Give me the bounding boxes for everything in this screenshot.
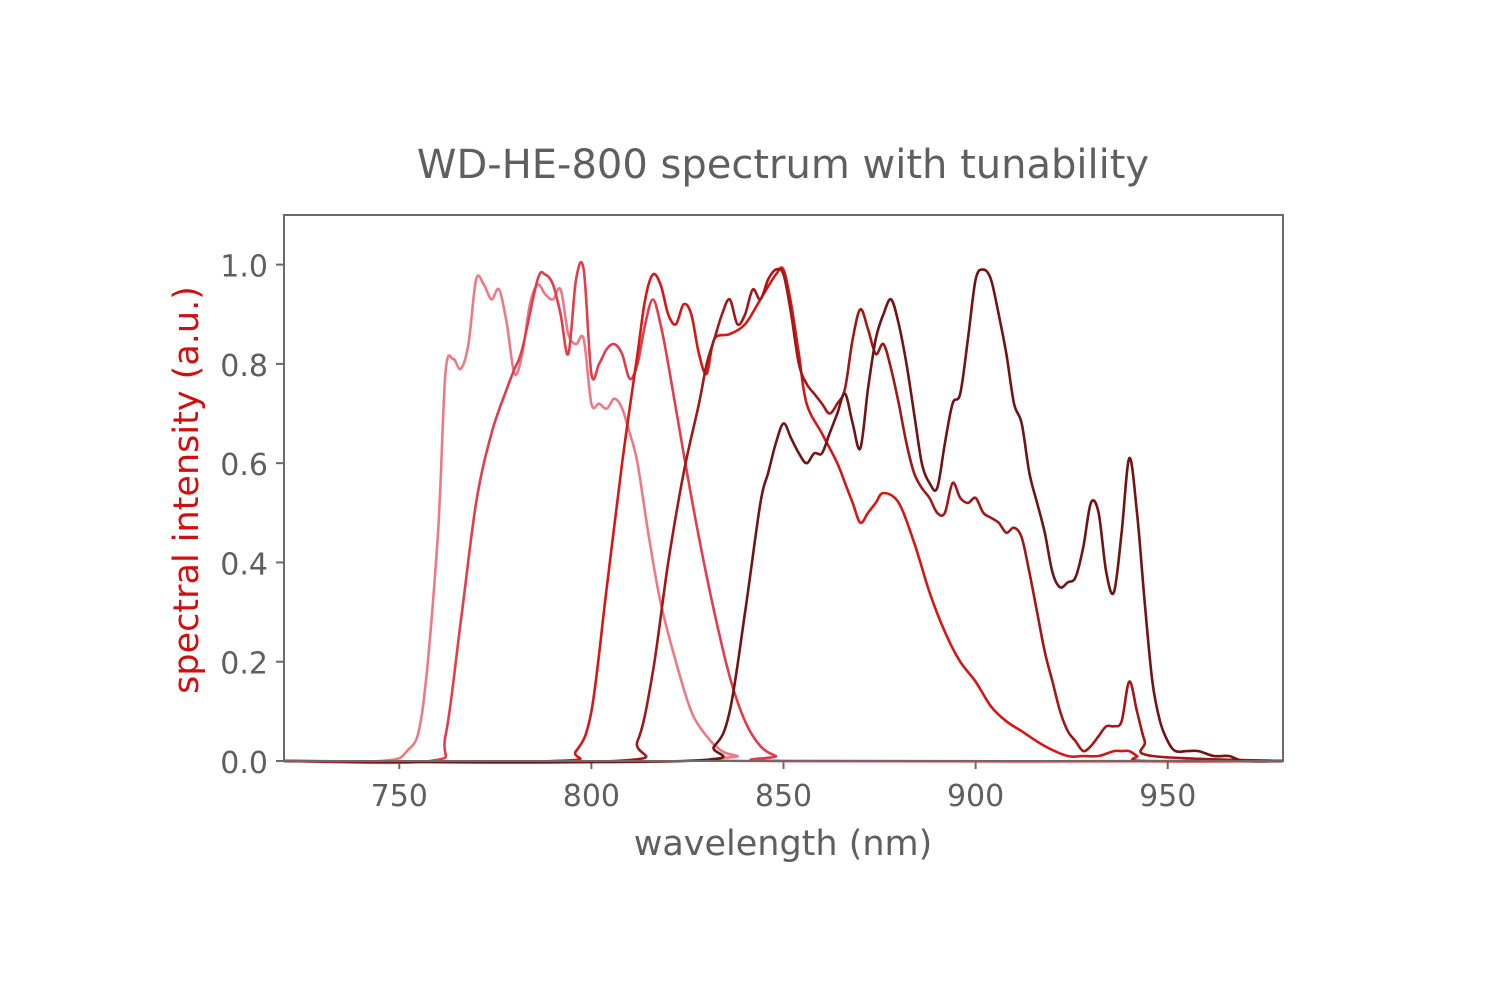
x-tick-label: 750 bbox=[371, 779, 428, 814]
plot-frame bbox=[283, 214, 1284, 762]
x-tick-label: 950 bbox=[1139, 779, 1196, 814]
chart-title: WD-HE-800 spectrum with tunability bbox=[417, 142, 1149, 188]
x-axis-label: wavelength (nm) bbox=[634, 824, 933, 864]
y-tick-label: 0.2 bbox=[220, 647, 268, 682]
x-tick-label: 900 bbox=[947, 779, 1004, 814]
y-tick-label: 0.8 bbox=[220, 349, 268, 384]
series-line-3 bbox=[283, 266, 1284, 764]
series-line-1 bbox=[283, 274, 1284, 764]
x-axis-ticks: 750 800 850 900 950 bbox=[371, 761, 1196, 814]
y-axis-label: spectral intensity (a.u.) bbox=[167, 286, 207, 694]
series-line-5 bbox=[283, 268, 1284, 764]
y-tick-label: 0.4 bbox=[220, 547, 268, 582]
y-axis-ticks: 0.0 0.2 0.4 0.6 0.8 1.0 bbox=[220, 250, 284, 781]
series-lines bbox=[283, 260, 1284, 765]
series-line-4 bbox=[283, 267, 1284, 764]
y-tick-label: 0.6 bbox=[220, 448, 268, 483]
y-tick-label: 0.0 bbox=[220, 746, 268, 781]
y-tick-label: 1.0 bbox=[220, 250, 268, 285]
x-tick-label: 850 bbox=[755, 779, 812, 814]
x-tick-label: 800 bbox=[563, 779, 620, 814]
series-line-2 bbox=[283, 260, 1284, 765]
